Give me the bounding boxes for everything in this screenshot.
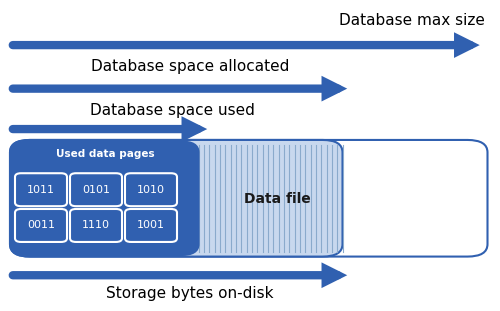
Text: Storage bytes on-disk: Storage bytes on-disk (106, 286, 274, 301)
Text: Data file: Data file (244, 192, 311, 206)
Text: 1011: 1011 (27, 185, 55, 195)
FancyBboxPatch shape (70, 209, 122, 242)
Text: Database max size: Database max size (339, 13, 485, 28)
FancyBboxPatch shape (10, 140, 342, 257)
Text: 1110: 1110 (82, 220, 110, 230)
FancyBboxPatch shape (10, 140, 488, 257)
Text: Database space used: Database space used (90, 103, 255, 118)
Text: 0101: 0101 (82, 185, 110, 195)
FancyBboxPatch shape (70, 173, 122, 206)
FancyBboxPatch shape (15, 173, 67, 206)
Text: 1001: 1001 (137, 220, 165, 230)
Text: 0011: 0011 (27, 220, 55, 230)
FancyBboxPatch shape (11, 142, 198, 255)
Text: Database space allocated: Database space allocated (91, 59, 289, 74)
Text: 1010: 1010 (137, 185, 165, 195)
FancyBboxPatch shape (125, 173, 177, 206)
FancyBboxPatch shape (125, 209, 177, 242)
Text: Used data pages: Used data pages (56, 149, 154, 159)
FancyBboxPatch shape (15, 209, 67, 242)
